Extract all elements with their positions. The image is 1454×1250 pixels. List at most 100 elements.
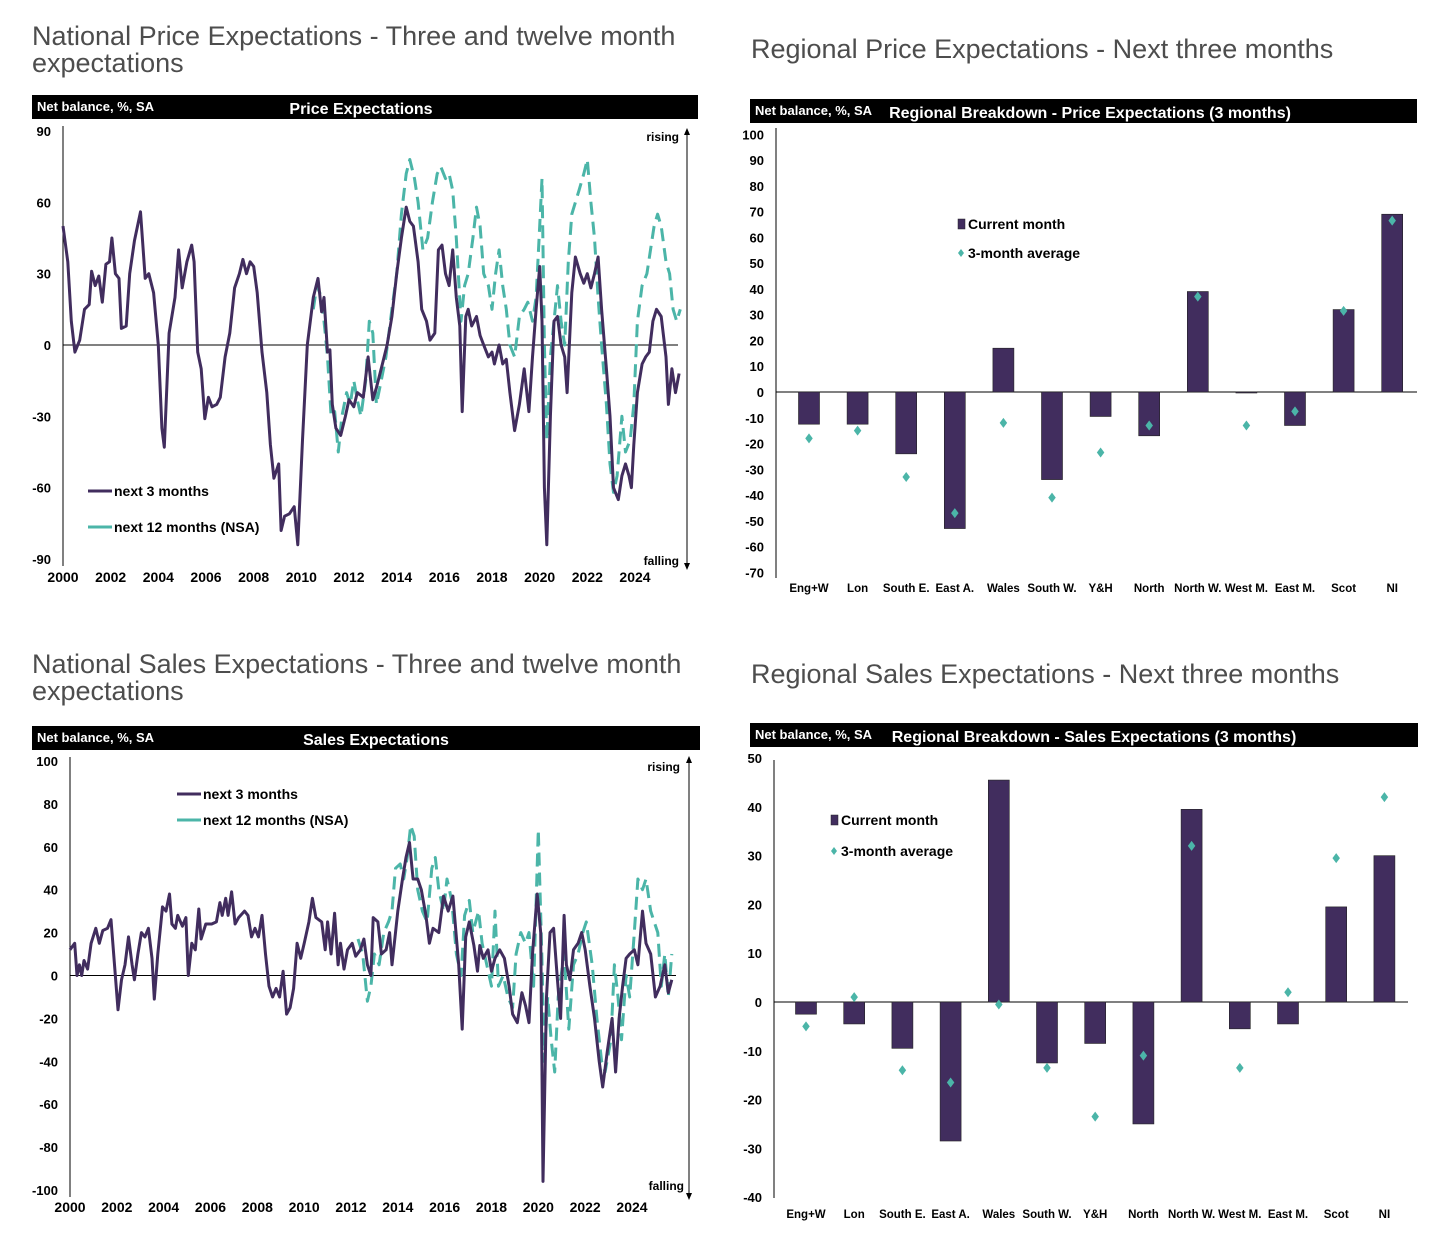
arrow-down-icon	[684, 563, 690, 570]
series-line-next-12-months	[356, 823, 674, 1074]
y-tick-label: 10	[750, 359, 764, 374]
x-tick-label: 2004	[143, 569, 174, 585]
marker-3-month-average	[1145, 420, 1153, 431]
x-tick-label: 2018	[476, 569, 507, 585]
chart-0: Net balance, %, SA Price Expectations 90 60…	[32, 95, 698, 585]
marker-3-month-average	[1332, 853, 1340, 864]
marker-3-month-average	[1242, 420, 1251, 431]
marker-3-month-average	[1388, 215, 1396, 226]
x-category-label: Scot	[1324, 1209, 1349, 1221]
chart-3: Net balance, %, SA Regional Breakdown - S…	[743, 723, 1418, 1221]
bar-current-month	[795, 1001, 817, 1015]
x-tick-label: 2018	[476, 1199, 507, 1215]
marker-3-month-average	[1139, 1050, 1148, 1061]
x-category-label: East A.	[931, 1209, 970, 1221]
x-tick-label: 2016	[429, 1199, 460, 1215]
y-tick-label: -40	[745, 488, 764, 503]
header-chart-title: Price Expectations	[289, 101, 432, 118]
legend-swatch-diamond	[831, 847, 837, 855]
x-tick-label: 2002	[95, 569, 126, 585]
marker-3-month-average	[951, 508, 959, 519]
header-units-label: Net balance, %, SA	[755, 727, 873, 742]
x-category-label: West M.	[1218, 1209, 1261, 1221]
chart-1: Net balance, %, SA Regional Breakdown - P…	[742, 99, 1417, 595]
series-line-next-3-months	[61, 205, 681, 547]
x-tick-label: 2014	[381, 569, 412, 585]
x-category-label: North	[1128, 1209, 1159, 1221]
bar-current-month	[895, 391, 918, 455]
marker-3-month-average	[946, 1077, 955, 1088]
x-tick-label: 2024	[619, 569, 650, 585]
legend-label: Current month	[841, 812, 938, 828]
bar-current-month	[891, 1001, 914, 1049]
marker-3-month-average	[999, 417, 1008, 428]
bar-current-month	[1180, 809, 1203, 1003]
y-tick-label: 0	[757, 385, 764, 400]
x-tick-label: 2006	[195, 1199, 226, 1215]
legend-label: Current month	[968, 216, 1065, 232]
y-tick-label: -10	[745, 411, 764, 426]
x-tick-label: 2008	[242, 1199, 273, 1215]
y-tick-label: 30	[748, 849, 762, 864]
bar-current-month	[1373, 855, 1396, 1003]
bar-current-month	[843, 1001, 866, 1025]
y-tick-label: 100	[36, 754, 58, 769]
arrow-up-icon	[684, 128, 690, 135]
bar-current-month	[846, 391, 869, 425]
marker-3-month-average	[1380, 792, 1389, 803]
x-category-label: Y&H	[1088, 583, 1112, 595]
marker-3-month-average	[853, 425, 862, 436]
x-category-label: Eng+W	[786, 1209, 825, 1221]
x-category-label: Lon	[847, 583, 868, 595]
chart-header-bar	[750, 723, 1418, 747]
x-category-label: NI	[1379, 1209, 1391, 1221]
marker-3-month-average	[1043, 1062, 1051, 1073]
x-category-label: Lon	[844, 1209, 865, 1221]
x-category-label: West M.	[1225, 583, 1268, 595]
x-tick-label: 2002	[101, 1199, 132, 1215]
y-tick-label: -100	[32, 1183, 58, 1198]
y-tick-label: -20	[745, 437, 764, 452]
x-category-label: NI	[1386, 583, 1398, 595]
x-tick-label: 2012	[335, 1199, 366, 1215]
y-tick-label: 100	[742, 127, 764, 142]
chart-title-regional-sales: Regional Sales Expectations - Next three…	[751, 659, 1340, 689]
marker-3-month-average	[1291, 406, 1299, 417]
legend-label: next 12 months (NSA)	[203, 812, 348, 828]
y-tick-label: 80	[750, 179, 764, 194]
y-tick-label: -30	[743, 1141, 762, 1156]
bar-current-month	[1381, 213, 1403, 393]
legend-swatch-diamond	[958, 249, 964, 257]
y-tick-label: 20	[44, 926, 58, 941]
series-line-next-3-months	[68, 841, 674, 1183]
bar-current-month	[939, 1001, 962, 1142]
x-tick-label: 2016	[429, 569, 460, 585]
x-category-label: South W.	[1027, 583, 1076, 595]
y-tick-label: 60	[44, 840, 58, 855]
legend-label: 3-month average	[841, 843, 953, 859]
y-tick-label: -50	[745, 514, 764, 529]
y-tick-label: 60	[750, 230, 764, 245]
bar-current-month	[1332, 309, 1355, 393]
marker-3-month-average	[1091, 1111, 1099, 1122]
y-tick-label: 40	[750, 282, 764, 297]
bar-current-month	[1235, 391, 1258, 394]
marker-3-month-average	[850, 992, 858, 1003]
y-tick-label: -60	[745, 540, 764, 555]
y-tick-label: 10	[748, 946, 762, 961]
annotation-rising: rising	[646, 130, 679, 144]
x-category-label: East A.	[936, 583, 975, 595]
header-chart-title: Sales Expectations	[303, 732, 449, 749]
x-category-label: East M.	[1268, 1209, 1308, 1221]
marker-3-month-average	[902, 472, 910, 483]
x-tick-label: 2024	[616, 1199, 647, 1215]
y-tick-label: 90	[37, 124, 51, 139]
y-tick-label: 90	[750, 153, 764, 168]
marker-3-month-average	[802, 1021, 810, 1032]
marker-3-month-average	[898, 1065, 907, 1076]
x-tick-label: 2012	[333, 569, 364, 585]
bar-current-month	[1132, 1001, 1155, 1125]
y-tick-label: -40	[39, 1054, 58, 1069]
annotation-falling: falling	[644, 554, 679, 568]
bar-current-month	[943, 391, 966, 529]
